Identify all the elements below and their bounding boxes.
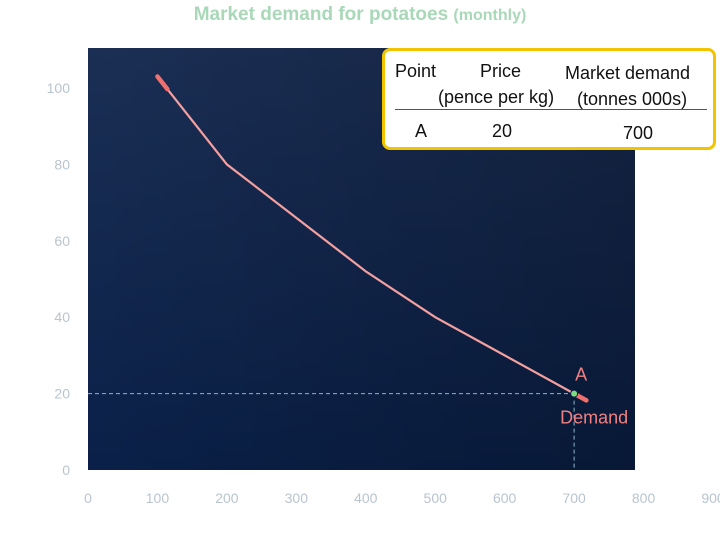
y-axis-ticks: 0 20 40 60 80 100 — [47, 80, 71, 478]
y-tick-label: 60 — [54, 233, 70, 249]
annotations: A — [570, 365, 587, 398]
y-tick-label: 0 — [62, 462, 70, 478]
x-axis-ticks: 0 100 200 300 400 500 600 700 800 900 — [84, 490, 720, 506]
header-price-unit: (pence per kg) — [438, 87, 555, 107]
row-price: 20 — [492, 121, 513, 141]
point-marker — [570, 389, 579, 398]
x-tick-label: 400 — [354, 490, 378, 506]
demand-curve: Demand — [155, 74, 628, 428]
x-tick-label: 200 — [215, 490, 239, 506]
point-label: A — [575, 365, 587, 385]
data-table-box: Point Price (pence per kg) Market demand… — [382, 48, 716, 150]
series-label: Demand — [560, 408, 628, 428]
x-tick-label: 600 — [493, 490, 517, 506]
header-price: Price — [480, 61, 522, 81]
header-divider — [395, 109, 707, 110]
x-tick-label: 100 — [146, 490, 170, 506]
y-tick-label: 80 — [54, 156, 70, 172]
demand-line-start-cap — [155, 74, 170, 92]
x-tick-label: 800 — [632, 490, 656, 506]
row-point: A — [415, 121, 428, 141]
y-tick-label: 100 — [47, 80, 71, 96]
point-guides — [88, 393, 575, 470]
x-tick-label: 500 — [424, 490, 448, 506]
row-demand: 700 — [623, 123, 654, 143]
header-demand: Market demand — [565, 63, 691, 83]
x-tick-label: 0 — [84, 490, 92, 506]
y-tick-label: 20 — [54, 386, 70, 402]
chart-title-main: Market demand for potatoes — [193, 4, 449, 25]
demand-line — [156, 75, 575, 395]
chart-title-sub: (monthly) — [453, 7, 527, 24]
header-demand-unit: (tonnes 000s) — [577, 89, 688, 109]
header-point: Point — [395, 61, 437, 81]
chart-title: Market demand for potatoes (monthly) — [0, 4, 720, 26]
x-tick-label: 300 — [285, 490, 309, 506]
y-tick-label: 40 — [54, 309, 70, 325]
x-tick-label: 900 — [701, 490, 720, 506]
x-tick-label: 700 — [562, 490, 586, 506]
